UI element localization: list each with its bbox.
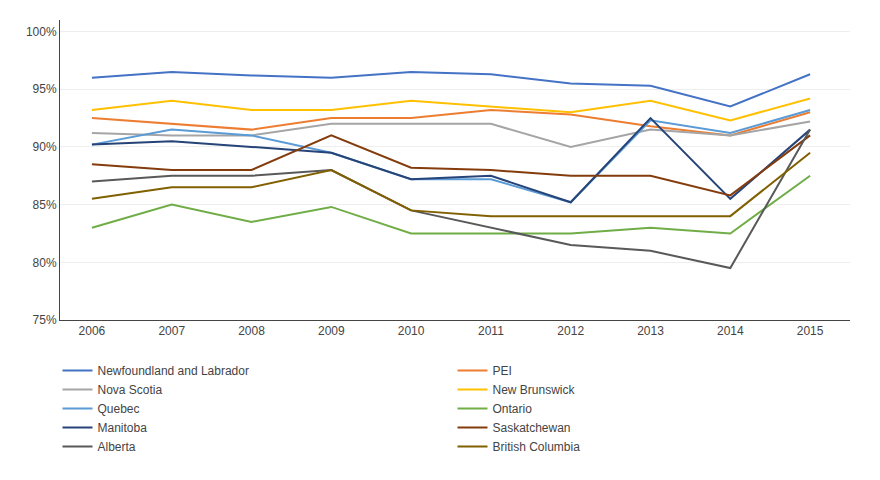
svg-text:2014: 2014 <box>717 324 744 338</box>
svg-text:Nova Scotia: Nova Scotia <box>98 383 163 397</box>
svg-text:2012: 2012 <box>557 324 584 338</box>
svg-text:PEI: PEI <box>493 364 512 378</box>
svg-text:2015: 2015 <box>797 324 824 338</box>
svg-text:Quebec: Quebec <box>98 402 140 416</box>
svg-text:Manitoba: Manitoba <box>98 421 148 435</box>
svg-text:Newfoundland and Labrador: Newfoundland and Labrador <box>98 364 249 378</box>
svg-text:2007: 2007 <box>158 324 185 338</box>
svg-text:2013: 2013 <box>637 324 664 338</box>
svg-text:2009: 2009 <box>318 324 345 338</box>
svg-text:British Columbia: British Columbia <box>493 440 581 454</box>
svg-text:85%: 85% <box>33 198 57 212</box>
svg-text:95%: 95% <box>33 82 57 96</box>
svg-text:Ontario: Ontario <box>493 402 533 416</box>
svg-text:2011: 2011 <box>478 324 504 338</box>
svg-text:2006: 2006 <box>79 324 106 338</box>
svg-text:80%: 80% <box>33 256 57 270</box>
svg-text:New Brunswick: New Brunswick <box>493 383 576 397</box>
svg-text:2010: 2010 <box>398 324 425 338</box>
svg-text:Alberta: Alberta <box>98 440 136 454</box>
svg-text:90%: 90% <box>33 140 57 154</box>
svg-text:75%: 75% <box>33 313 57 327</box>
svg-text:Saskatchewan: Saskatchewan <box>493 421 571 435</box>
svg-text:100%: 100% <box>26 25 57 39</box>
svg-text:2008: 2008 <box>238 324 265 338</box>
